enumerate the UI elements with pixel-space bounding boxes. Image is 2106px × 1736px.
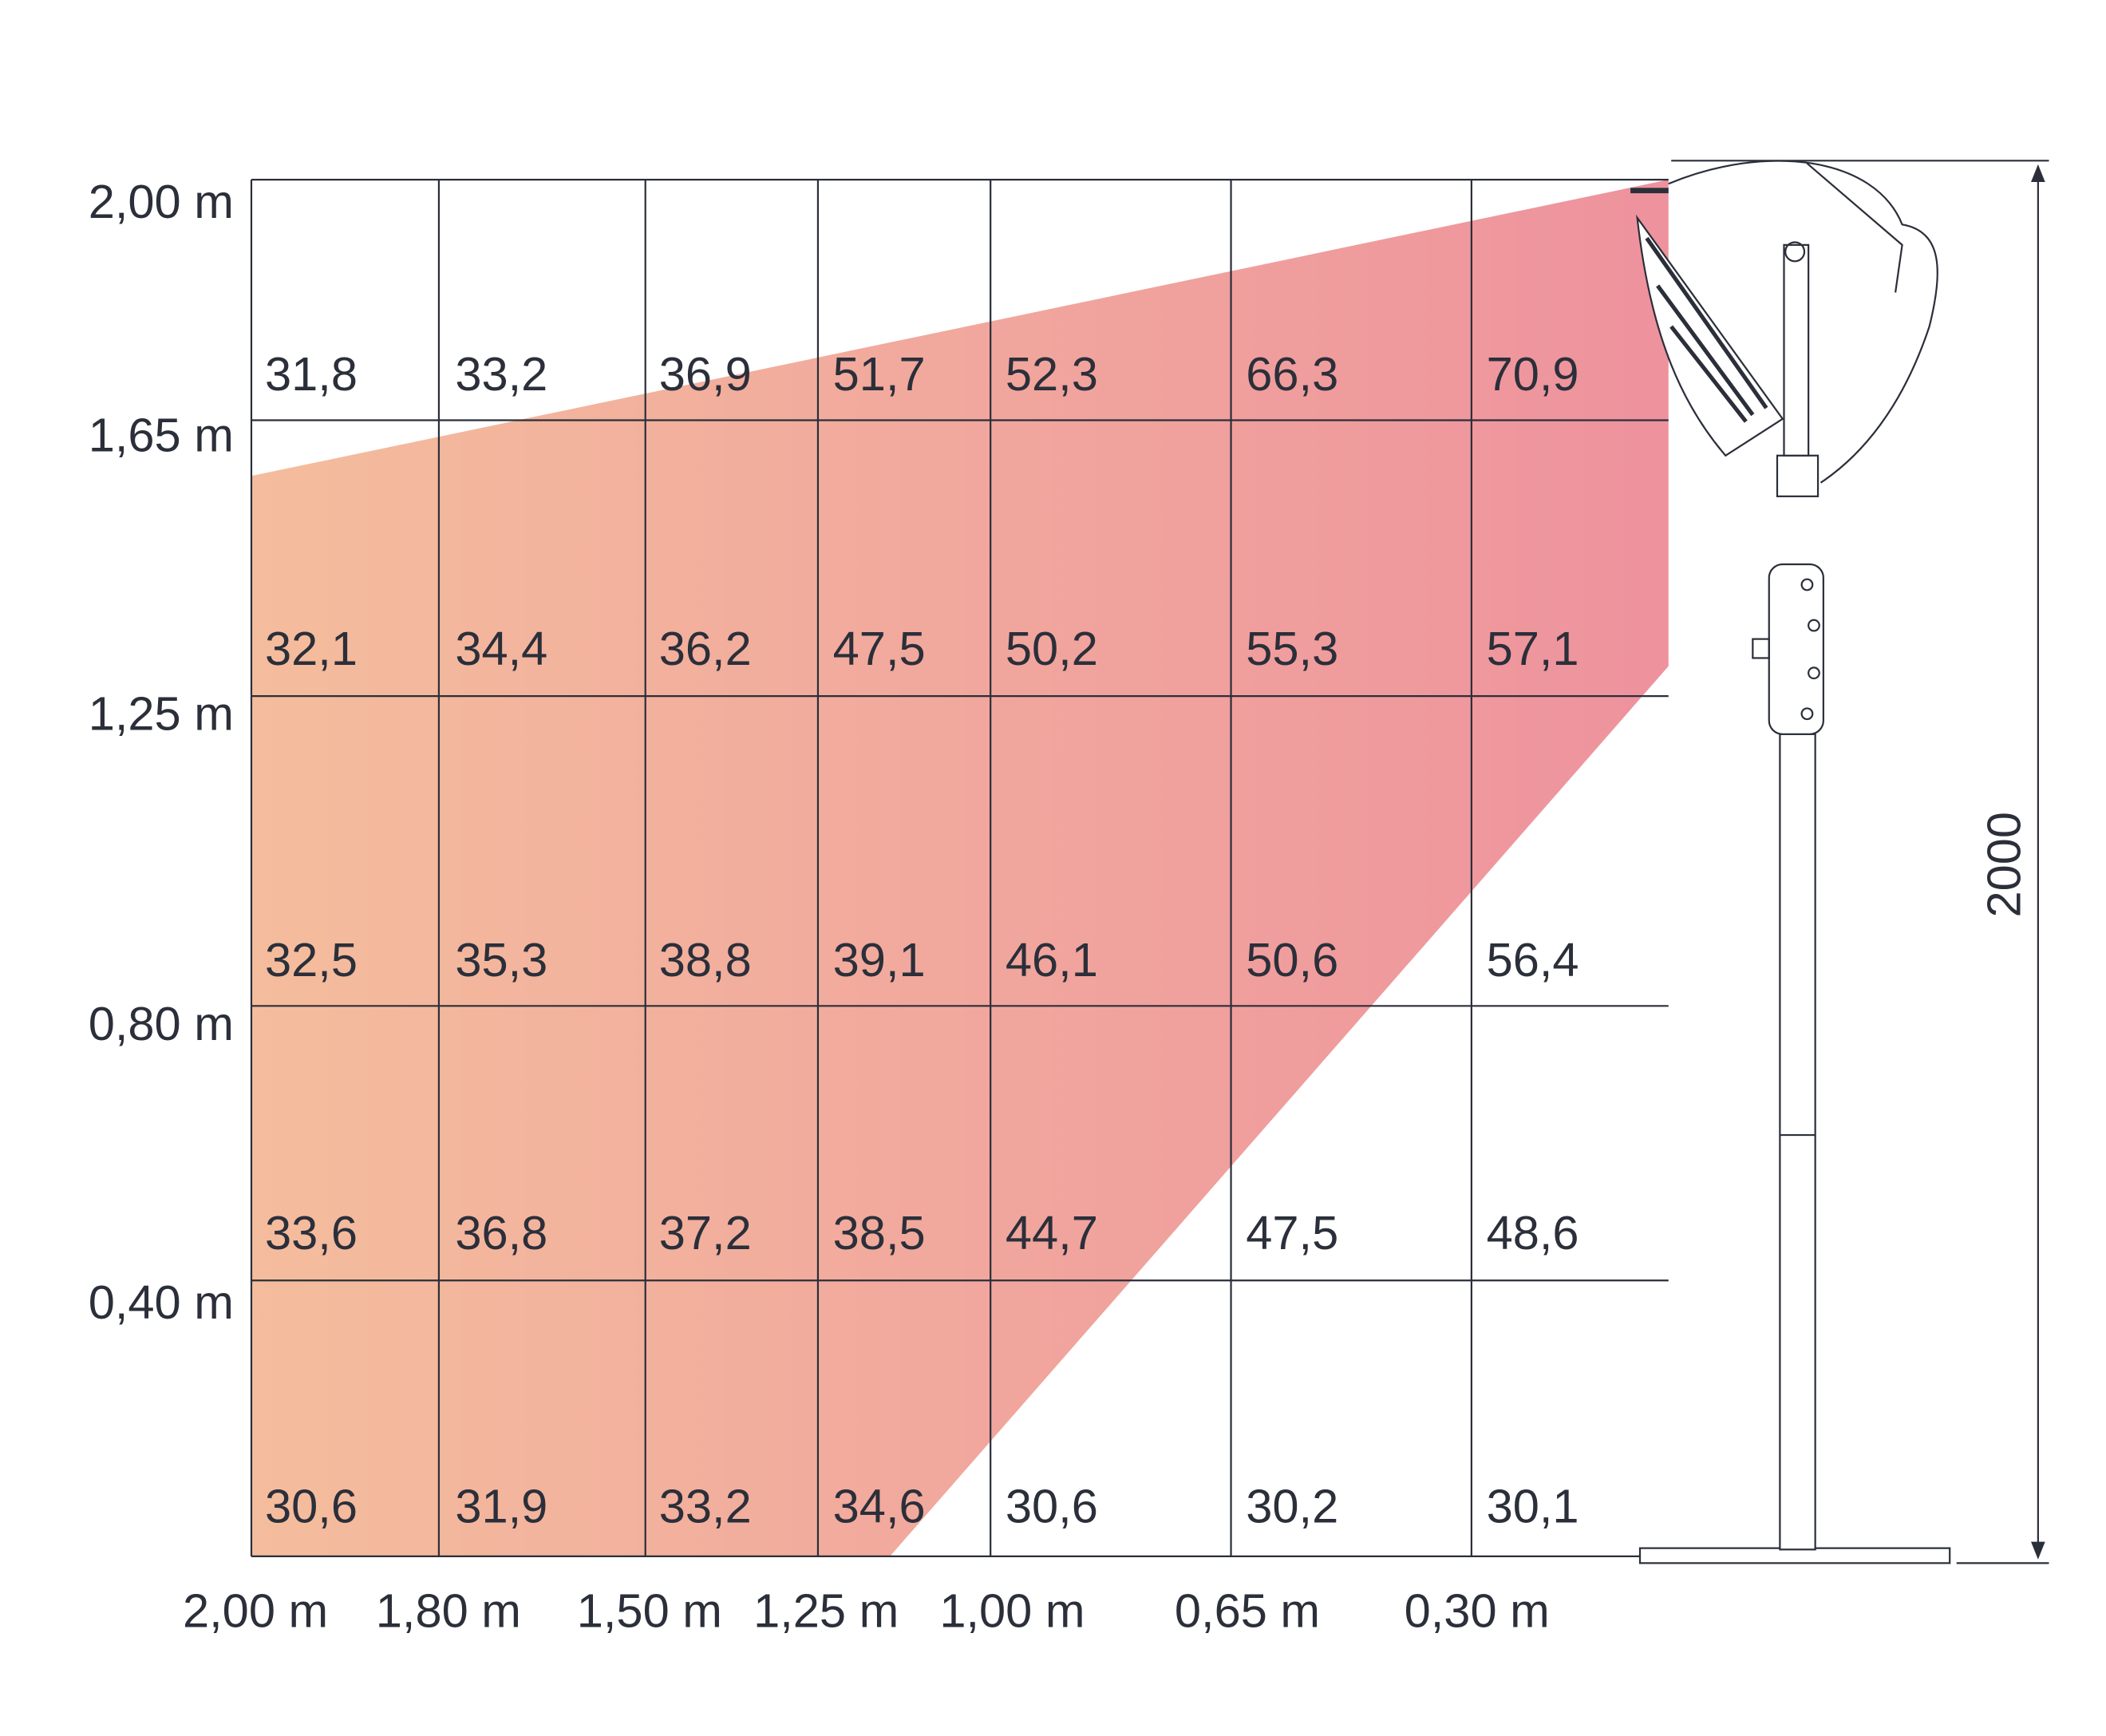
cell-value: 30,1 bbox=[1487, 1479, 1579, 1532]
cell-value: 47,5 bbox=[833, 622, 926, 675]
x-label: 1,50 m bbox=[577, 1584, 722, 1637]
cell-value: 48,6 bbox=[1487, 1206, 1579, 1259]
x-label: 0,30 m bbox=[1405, 1584, 1550, 1637]
cell-value: 35,3 bbox=[455, 933, 547, 987]
cell-value: 33,6 bbox=[265, 1206, 358, 1259]
x-label: 0,65 m bbox=[1175, 1584, 1320, 1637]
y-label: 1,65 m bbox=[89, 409, 234, 462]
cell-value: 55,3 bbox=[1246, 622, 1338, 675]
cell-value: 31,8 bbox=[265, 347, 358, 401]
y-label: 1,25 m bbox=[89, 687, 234, 741]
cell-value: 66,3 bbox=[1246, 347, 1338, 401]
dimension-label: 2000 bbox=[1978, 812, 2031, 918]
heat-zone bbox=[251, 180, 1669, 1556]
cell-value: 33,2 bbox=[659, 1479, 752, 1532]
cell-value: 30,6 bbox=[265, 1479, 358, 1532]
x-label: 2,00 m bbox=[183, 1584, 328, 1637]
cell-value: 34,6 bbox=[833, 1479, 926, 1532]
cell-value: 47,5 bbox=[1246, 1206, 1338, 1259]
cell-value: 46,1 bbox=[1006, 933, 1098, 987]
dimension bbox=[1671, 160, 2049, 1564]
cell-value: 56,4 bbox=[1487, 933, 1579, 987]
cell-value: 70,9 bbox=[1487, 347, 1579, 401]
cell-value: 36,8 bbox=[455, 1206, 547, 1259]
cell-value: 31,9 bbox=[455, 1479, 547, 1532]
cell-value: 52,3 bbox=[1006, 347, 1098, 401]
cell-value: 51,7 bbox=[833, 347, 926, 401]
heater-drawing bbox=[1630, 160, 1951, 1564]
cell-value: 36,9 bbox=[659, 347, 752, 401]
cell-value: 44,7 bbox=[1006, 1206, 1098, 1259]
cell-value: 50,2 bbox=[1006, 622, 1098, 675]
cell-value: 32,1 bbox=[265, 622, 358, 675]
y-label: 0,80 m bbox=[89, 997, 234, 1050]
y-label: 2,00 m bbox=[89, 175, 234, 228]
grid bbox=[250, 179, 1669, 1557]
y-label: 0,40 m bbox=[89, 1275, 234, 1329]
cell-value: 38,5 bbox=[833, 1206, 926, 1259]
cell-value: 30,2 bbox=[1246, 1479, 1338, 1532]
cell-value: 37,2 bbox=[659, 1206, 752, 1259]
x-label: 1,00 m bbox=[939, 1584, 1085, 1637]
cell-value: 33,2 bbox=[455, 347, 547, 401]
x-label: 1,25 m bbox=[753, 1584, 899, 1637]
cell-value: 34,4 bbox=[455, 622, 547, 675]
cell-value: 36,2 bbox=[659, 622, 752, 675]
cell-value: 30,6 bbox=[1006, 1479, 1098, 1532]
cell-value: 38,8 bbox=[659, 933, 752, 987]
cell-value: 32,5 bbox=[265, 933, 358, 987]
cell-value: 50,6 bbox=[1246, 933, 1338, 987]
cell-value: 39,1 bbox=[833, 933, 926, 987]
x-label: 1,80 m bbox=[376, 1584, 521, 1637]
cell-value: 57,1 bbox=[1487, 622, 1579, 675]
